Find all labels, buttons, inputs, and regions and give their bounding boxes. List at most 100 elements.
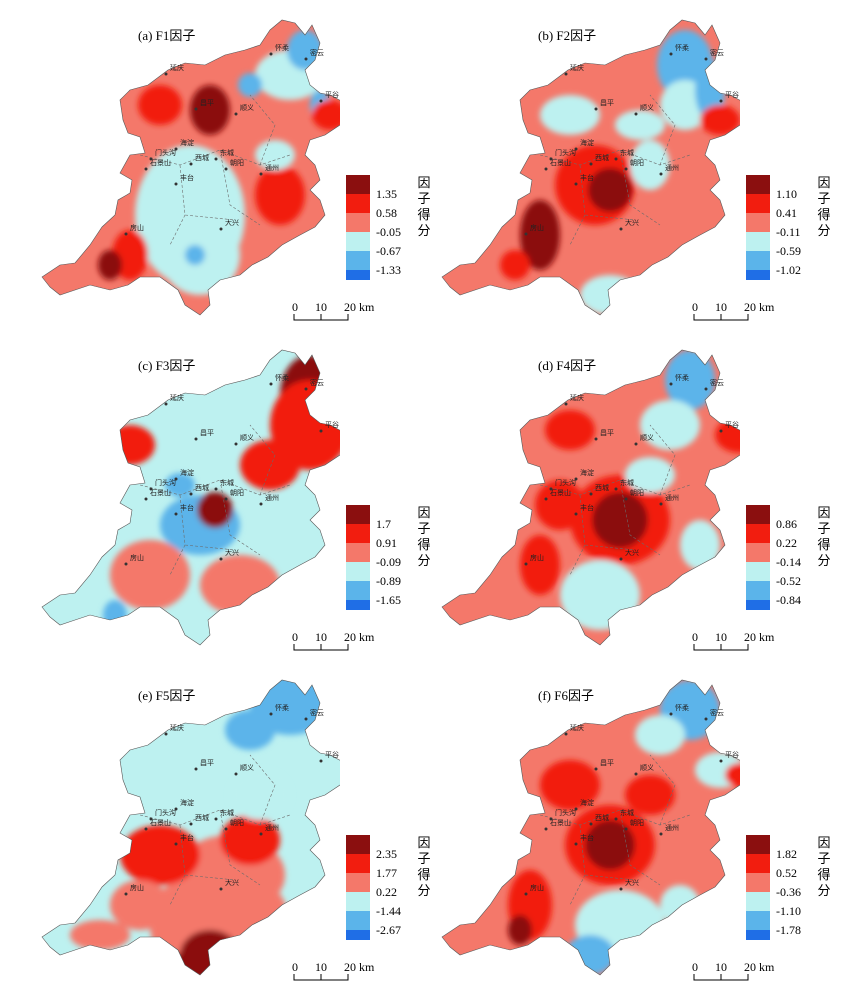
place-label: 朝阳 xyxy=(230,488,244,497)
score-region xyxy=(540,95,600,135)
place-dot xyxy=(634,112,638,116)
place-label: 东城 xyxy=(620,808,634,817)
place-label: 延庆 xyxy=(170,723,184,732)
score-region xyxy=(200,555,280,615)
place-label: 海淀 xyxy=(580,798,594,807)
scale-label: 0 xyxy=(692,630,698,644)
legend-swatch xyxy=(746,175,770,194)
place-dot xyxy=(659,502,663,506)
legend-swatch xyxy=(346,232,370,251)
scale-bar: 0 10 20 km xyxy=(292,630,412,660)
place-label: 大兴 xyxy=(625,218,639,227)
place-label: 顺义 xyxy=(640,104,654,112)
place-label: 昌平 xyxy=(600,759,614,767)
score-region xyxy=(528,613,572,637)
place-label: 海淀 xyxy=(580,138,594,147)
scale-label: 10 xyxy=(715,960,727,974)
place-label: 丰台 xyxy=(180,173,194,182)
place-label: 丰台 xyxy=(180,833,194,842)
place-dot xyxy=(174,147,178,151)
place-dot xyxy=(619,227,623,231)
scale-label: 0 xyxy=(292,630,298,644)
score-region xyxy=(190,85,230,135)
legend-value: 1.7 xyxy=(376,517,391,531)
legend-swatch xyxy=(346,930,370,940)
legend-value: -0.67 xyxy=(376,244,401,258)
place-label: 海淀 xyxy=(180,798,194,807)
place-label: 顺义 xyxy=(240,434,254,442)
place-dot xyxy=(624,167,628,171)
place-label: 丰台 xyxy=(580,503,594,512)
score-region xyxy=(700,105,740,135)
legend-swatch xyxy=(346,600,370,610)
place-dot xyxy=(224,497,228,501)
place-label: 石景山 xyxy=(150,818,171,827)
district-boundary xyxy=(139,424,291,576)
place-dot xyxy=(319,429,323,433)
place-label: 朝阳 xyxy=(630,158,644,167)
legend-value: -1.44 xyxy=(376,904,401,918)
district-boundary xyxy=(139,94,291,246)
place-label: 密云 xyxy=(710,708,724,717)
place-dot xyxy=(144,497,148,501)
score-region xyxy=(535,480,585,530)
place-dot xyxy=(174,477,178,481)
place-dot xyxy=(524,232,528,236)
place-dot xyxy=(259,502,263,506)
legend-swatch xyxy=(346,581,370,600)
place-label: 石景山 xyxy=(150,158,171,167)
place-label: 昌平 xyxy=(600,99,614,107)
scale-label: 20 km xyxy=(344,630,375,644)
place-label: 怀柔 xyxy=(275,43,289,52)
place-dot xyxy=(164,732,168,736)
place-dot xyxy=(304,57,308,61)
place-dot xyxy=(549,817,553,821)
score-region xyxy=(625,775,675,815)
place-dot xyxy=(574,477,578,481)
place-label: 平谷 xyxy=(325,90,339,99)
place-dot xyxy=(224,167,228,171)
map-outline xyxy=(441,19,740,316)
legend-swatch xyxy=(746,524,770,543)
legend-value: 0.22 xyxy=(776,536,797,550)
score-region xyxy=(110,880,170,930)
place-label: 房山 xyxy=(530,223,544,232)
scale-label: 0 xyxy=(292,960,298,974)
place-label: 平谷 xyxy=(725,420,739,429)
place-label: 通州 xyxy=(265,163,279,172)
place-dot xyxy=(619,887,623,891)
legend: 2.35 1.77 0.22 -1.44 -2.67 因子得分 xyxy=(346,835,456,945)
place-label: 东城 xyxy=(220,148,234,157)
legend-swatch xyxy=(746,270,770,280)
place-dot xyxy=(624,827,628,831)
legend-swatch xyxy=(346,251,370,270)
legend-swatch xyxy=(346,892,370,911)
place-dot xyxy=(719,759,723,763)
score-region xyxy=(255,165,305,225)
scale-label: 10 xyxy=(315,300,327,314)
place-dot xyxy=(269,712,273,716)
place-dot xyxy=(219,557,223,561)
score-region xyxy=(630,140,670,190)
place-label: 丰台 xyxy=(580,833,594,842)
place-dot xyxy=(524,892,528,896)
place-label: 怀柔 xyxy=(275,373,289,382)
legend-swatch xyxy=(346,194,370,213)
place-label: 昌平 xyxy=(200,759,214,767)
score-region xyxy=(565,935,615,975)
scale-line xyxy=(693,974,749,981)
legend-value: 0.91 xyxy=(376,536,397,550)
score-region xyxy=(312,100,340,130)
score-region xyxy=(625,457,675,493)
place-dot xyxy=(634,442,638,446)
place-dot xyxy=(259,172,263,176)
legend-value: -0.89 xyxy=(376,574,401,588)
place-dot xyxy=(234,772,238,776)
place-label: 怀柔 xyxy=(675,703,689,712)
place-dot xyxy=(589,822,593,826)
place-dot xyxy=(614,157,618,161)
map-fill xyxy=(442,680,740,975)
legend-swatch xyxy=(346,213,370,232)
